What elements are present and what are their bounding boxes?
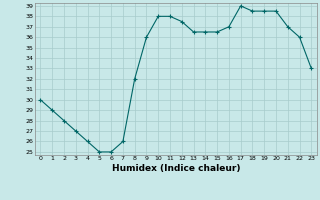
X-axis label: Humidex (Indice chaleur): Humidex (Indice chaleur) bbox=[112, 164, 240, 173]
